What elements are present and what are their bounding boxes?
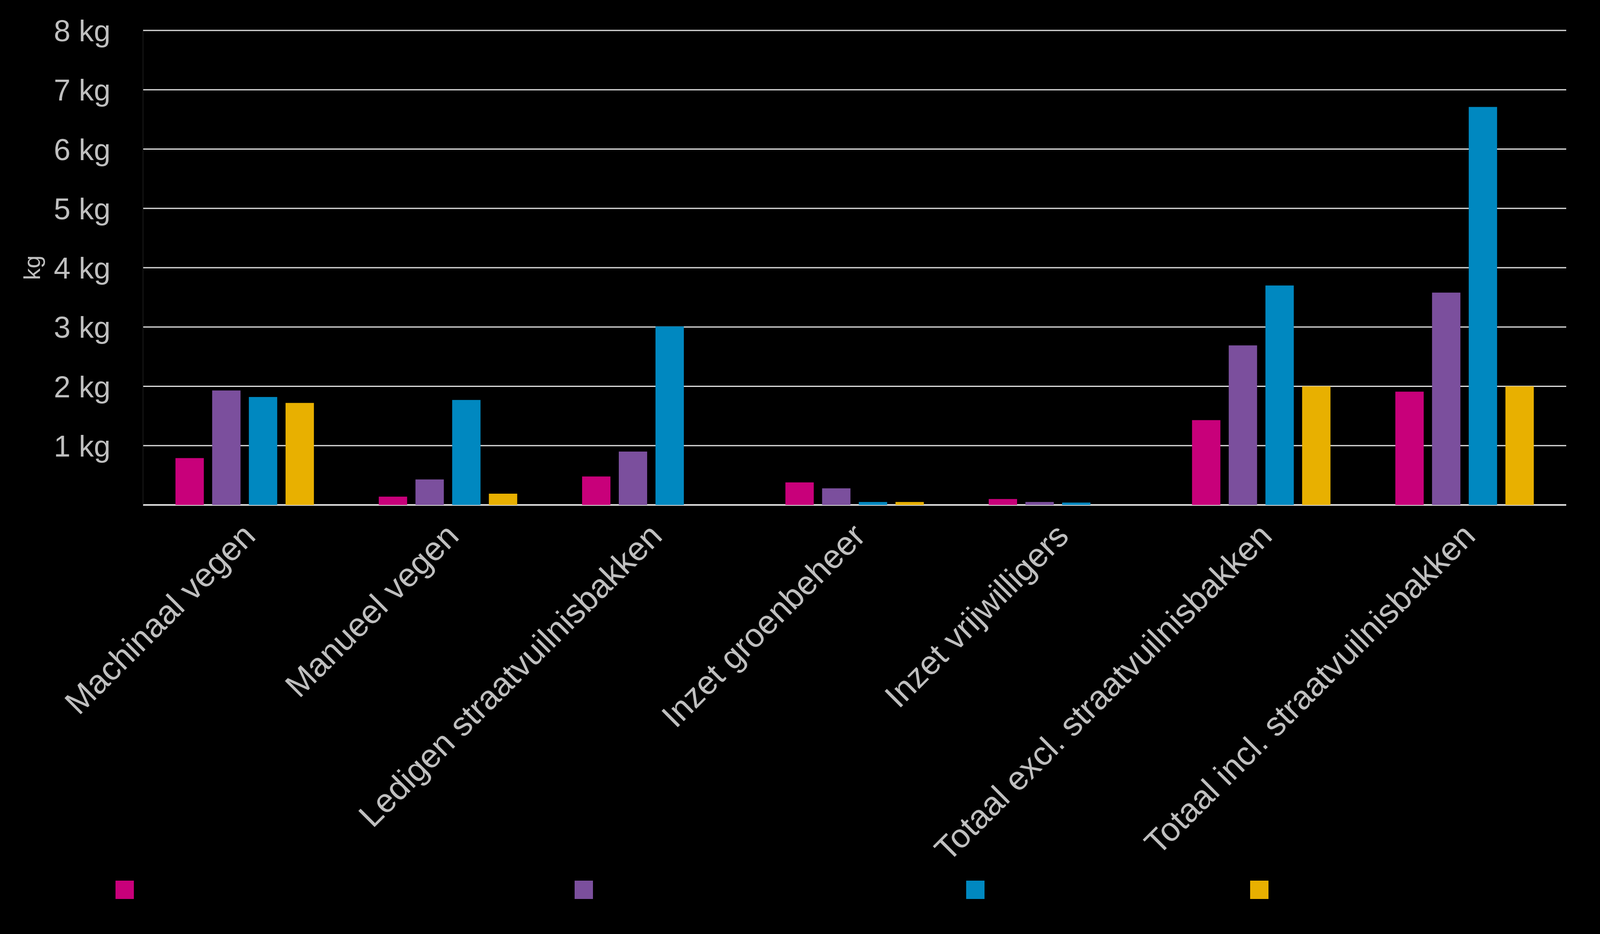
bar [895,502,925,505]
bar [655,326,684,505]
grid-line [143,267,1567,269]
bar [1431,292,1461,505]
grid-line [143,30,1567,32]
y-tick-label: 8 kg [53,14,111,48]
x-axis-line [143,504,1567,506]
x-tick-label: Totaal excl. straatvuilnisbakken [927,516,1279,869]
y-axis-label: kg [18,255,46,280]
bar [248,396,278,505]
bar [415,479,444,505]
y-tick-label: 1 kg [53,429,111,463]
bar [488,493,518,505]
bar [859,502,888,505]
bar [285,402,314,505]
x-tick-label: Inzet groenbeheer [654,516,872,735]
y-tick-label: 7 kg [53,73,111,107]
grid-line [143,207,1567,209]
bar [378,496,407,505]
y-tick-label: 2 kg [53,370,111,404]
bar [1468,107,1498,505]
legend-swatch [115,880,134,900]
x-tick-label: Totaal incl. straatvuilnisbakken [1137,516,1482,862]
bar [1192,420,1221,505]
y-tick-label: 4 kg [53,251,111,285]
x-tick-label: Inzet vrijwilligers [877,516,1076,715]
chart: 1 kg 2 kg 3 kg 4 kg 5 kg 6 kg 7 kg 8 kg kg Machin… [0,0,1600,934]
grid-line [143,444,1567,447]
x-tick-label: Ledigen straatvuilnisbakken [351,516,669,834]
grid-line [143,148,1567,150]
x-tick-label: Machinaal vegen [57,516,263,722]
y-tick-label: 5 kg [53,192,111,226]
bar [822,488,851,505]
bar [1062,502,1091,505]
bar [1265,285,1294,505]
bar [175,458,204,505]
legend-swatch [1250,880,1269,900]
bar [1302,386,1331,506]
bar [988,499,1018,505]
y-tick-label: 6 kg [53,133,111,167]
bar [452,399,481,505]
grid-line [143,385,1567,387]
bar [618,451,648,505]
bars [175,107,1534,505]
grid-line [143,89,1567,91]
bar [785,482,814,505]
bar [1025,502,1054,505]
bar [1395,391,1424,505]
bar [1228,345,1258,505]
legend-swatch [574,880,593,900]
grid-line [143,326,1567,328]
legend-swatch [966,880,985,900]
y-tick-label: 3 kg [53,310,111,345]
bar [212,390,241,505]
bar [582,476,611,505]
background [0,0,1600,934]
y-axis-line [143,30,144,505]
bar [1505,386,1534,506]
x-tick-label: Manueel vegen [278,516,466,705]
